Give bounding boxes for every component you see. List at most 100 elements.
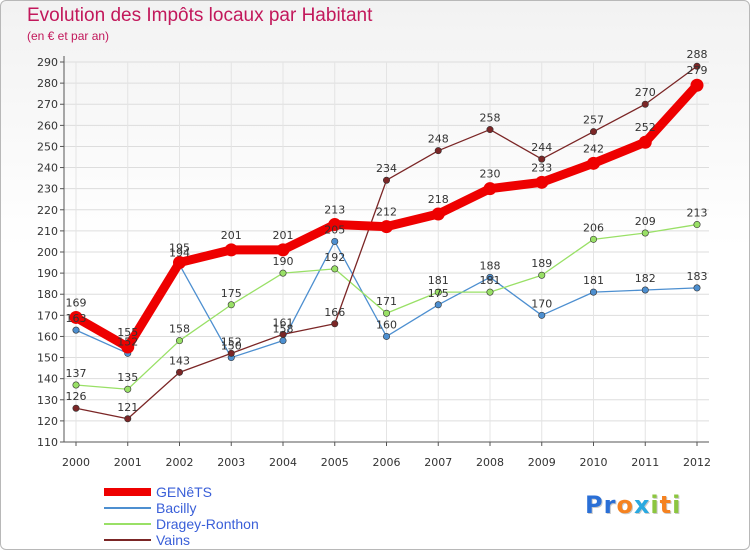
axis-layer: 110 120 130 140 150 160 170 180 190 200 210 220 230 2… (37, 56, 711, 469)
value-label-layer: 169 155 195 201 201 213 212 218 230 233 242 252 279 1… (66, 48, 708, 414)
data-point-vains (538, 155, 546, 163)
y-tick-label: 200 (37, 246, 58, 259)
data-label-vains: 248 (428, 133, 449, 146)
data-point-vains (331, 320, 339, 328)
data-point-vains (176, 368, 184, 376)
data-label-gen-ts: 213 (324, 204, 345, 217)
series-layer (69, 62, 704, 423)
data-point-bacilly (589, 288, 597, 296)
logo-letter: i (650, 491, 660, 519)
data-point-bacilly (279, 337, 287, 345)
data-label-dragey-ronthon: 181 (480, 274, 501, 287)
data-label-dragey-ronthon: 192 (324, 251, 345, 264)
data-label-gen-ts: 195 (169, 242, 190, 255)
data-label-bacilly: 175 (428, 287, 449, 300)
data-label-gen-ts: 201 (273, 229, 294, 242)
y-tick-label: 250 (37, 140, 58, 153)
data-point-vains (227, 349, 235, 357)
data-point-gen-ts (328, 218, 342, 232)
logo-letter: r (603, 491, 617, 519)
y-tick-label: 190 (37, 267, 58, 280)
data-point-dragey-ronthon (486, 288, 494, 296)
data-point-dragey-ronthon (589, 235, 597, 243)
data-label-bacilly: 170 (531, 297, 552, 310)
x-tick-label: 2003 (217, 456, 245, 469)
y-tick-label: 240 (37, 162, 58, 175)
y-tick-label: 170 (37, 309, 58, 322)
data-point-gen-ts (690, 78, 704, 92)
data-label-dragey-ronthon: 181 (428, 274, 449, 287)
logo-letter: x (633, 491, 651, 519)
proxiti-logo: Proxiti (585, 491, 681, 519)
data-label-bacilly: 182 (635, 272, 656, 285)
y-tick-label: 120 (37, 415, 58, 428)
data-point-vains (486, 126, 494, 134)
data-label-dragey-ronthon: 175 (221, 287, 242, 300)
x-tick-label: 2008 (476, 456, 504, 469)
x-tick-label: 2001 (114, 456, 142, 469)
y-tick-label: 270 (37, 98, 58, 111)
y-tick-label: 150 (37, 352, 58, 365)
y-tick-label: 110 (37, 436, 58, 449)
data-point-dragey-ronthon (124, 385, 132, 393)
data-label-vains: 152 (221, 335, 242, 348)
chart-title: Evolution des Impôts locaux par Habitant (27, 5, 373, 26)
y-tick-label: 210 (37, 225, 58, 238)
data-point-vains (72, 404, 80, 412)
data-point-gen-ts (587, 156, 600, 170)
data-label-vains: 258 (480, 112, 501, 125)
data-label-gen-ts: 279 (687, 64, 708, 77)
data-label-dragey-ronthon: 137 (66, 367, 87, 380)
data-point-bacilly (538, 311, 546, 319)
data-point-bacilly (641, 286, 649, 294)
data-point-dragey-ronthon (72, 381, 80, 389)
x-tick-label: 2009 (528, 456, 556, 469)
data-point-dragey-ronthon (693, 221, 701, 229)
legend-label-bacilly: Bacilly (156, 500, 196, 516)
data-label-dragey-ronthon: 213 (687, 207, 708, 220)
data-label-vains: 244 (531, 141, 552, 154)
data-label-dragey-ronthon: 158 (169, 323, 190, 336)
y-tick-label: 290 (37, 56, 58, 69)
data-point-vains (589, 128, 597, 136)
legend-label-gen-ts: GENêTS (156, 484, 212, 500)
data-label-dragey-ronthon: 135 (117, 371, 138, 384)
x-tick-label: 2005 (321, 456, 349, 469)
grid-layer (64, 61, 709, 443)
data-point-dragey-ronthon (227, 301, 235, 309)
data-label-vains: 126 (66, 390, 87, 403)
y-tick-label: 160 (37, 330, 58, 343)
data-label-bacilly: 152 (117, 335, 138, 348)
logo-letter: P (585, 491, 604, 519)
data-point-dragey-ronthon (641, 229, 649, 237)
data-label-gen-ts: 218 (428, 193, 449, 206)
data-label-vains: 161 (273, 316, 294, 329)
data-point-bacilly (486, 273, 494, 281)
y-tick-label: 130 (37, 394, 58, 407)
x-tick-label: 2000 (62, 456, 90, 469)
data-label-vains: 234 (376, 162, 397, 175)
x-tick-label: 2012 (683, 456, 711, 469)
data-point-dragey-ronthon (538, 271, 546, 279)
data-label-bacilly: 205 (324, 223, 345, 236)
logo-letter: i (672, 491, 682, 519)
y-tick-label: 140 (37, 373, 58, 386)
data-label-vains: 270 (635, 86, 656, 99)
data-point-bacilly (382, 332, 390, 340)
data-point-dragey-ronthon (434, 288, 442, 296)
data-label-bacilly: 183 (687, 270, 708, 283)
data-label-gen-ts: 155 (117, 326, 138, 339)
data-point-bacilly (434, 301, 442, 309)
data-label-gen-ts: 230 (480, 168, 501, 181)
data-point-gen-ts (276, 243, 290, 257)
data-point-bacilly (72, 326, 80, 334)
data-label-bacilly: 188 (480, 259, 501, 272)
y-tick-label: 220 (37, 204, 58, 217)
data-point-gen-ts (224, 243, 238, 257)
data-label-vains: 288 (687, 48, 708, 61)
data-label-gen-ts: 233 (531, 161, 552, 174)
data-label-vains: 121 (117, 401, 138, 414)
data-point-dragey-ronthon (176, 337, 184, 345)
x-tick-label: 2010 (580, 456, 608, 469)
